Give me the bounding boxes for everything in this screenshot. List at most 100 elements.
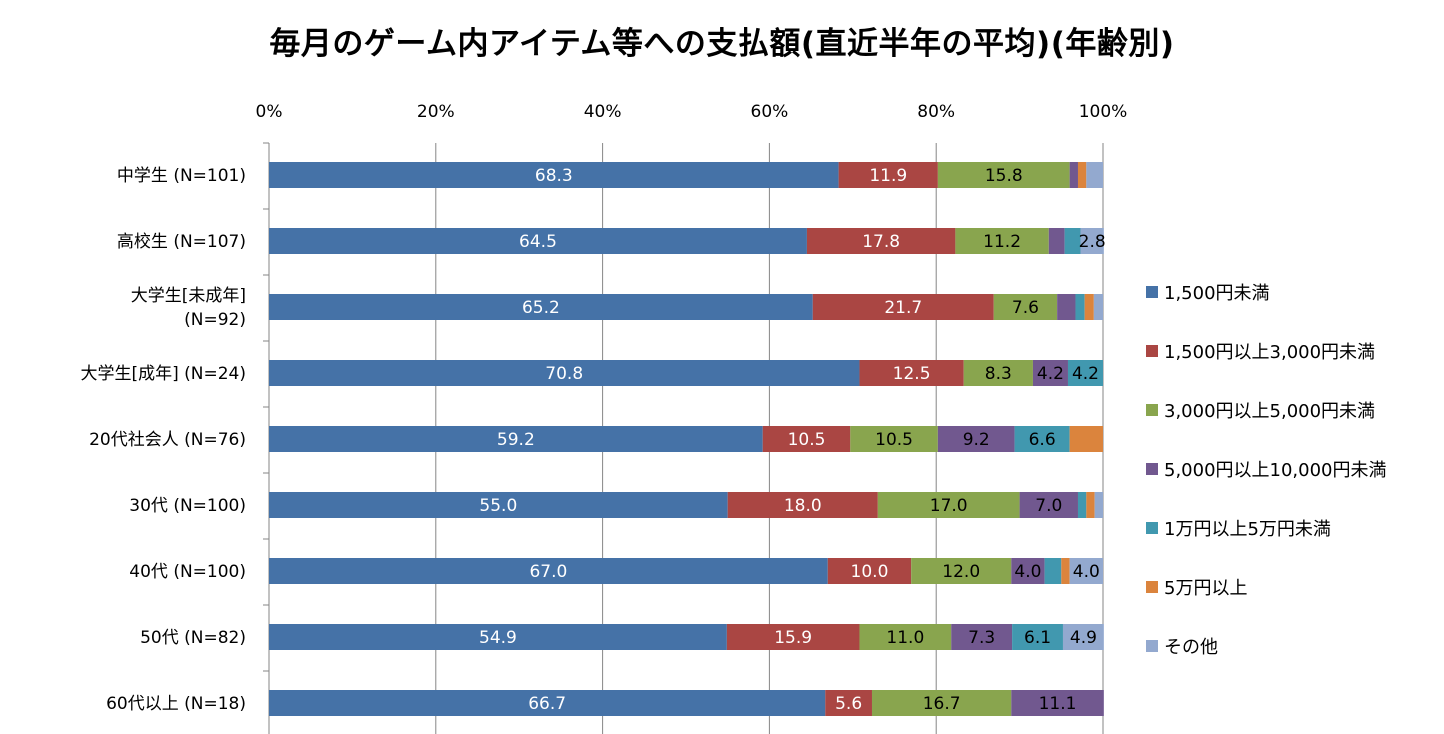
bar-segment: [911, 558, 1012, 584]
bar-segment: [937, 162, 1070, 188]
data-label: 12.5: [893, 364, 931, 384]
data-label: 15.8: [985, 166, 1023, 186]
category-label: 30代 (N=100): [129, 496, 246, 516]
category-label: 高校生 (N=107): [117, 232, 246, 252]
data-label: 15.9: [774, 628, 812, 648]
legend-item: その他: [1146, 616, 1387, 675]
bar-segment: [1084, 294, 1094, 320]
x-tick-label: 80%: [917, 102, 955, 122]
bar-segment: [762, 426, 851, 452]
bars: [269, 162, 1104, 716]
bar-segment: [269, 294, 813, 320]
bar-segment: [1044, 558, 1062, 584]
bar-segment: [859, 624, 952, 650]
bar-segment: [1064, 228, 1081, 254]
legend-label: 3,000円以上5,000円未満: [1164, 400, 1376, 422]
bar-segment: [1094, 492, 1103, 518]
x-tick-label: 40%: [584, 102, 622, 122]
data-label: 67.0: [529, 562, 567, 582]
bar-segment: [269, 624, 727, 650]
data-label: 16.7: [923, 694, 961, 714]
bar-segment: [871, 690, 1012, 716]
data-label: 70.8: [545, 364, 583, 384]
bar-segment: [1069, 162, 1078, 188]
data-label: 21.7: [884, 298, 922, 318]
data-label: 6.6: [1029, 430, 1056, 450]
bar-segment: [1061, 558, 1070, 584]
data-label: 12.0: [942, 562, 980, 582]
category-label: 大学生[成年] (N=24): [80, 364, 246, 384]
legend-swatch: [1146, 344, 1158, 357]
bar-segment: [726, 624, 860, 650]
data-label: 18.0: [784, 496, 822, 516]
data-label: 55.0: [479, 496, 517, 516]
bar-segment: [850, 426, 938, 452]
bar-segment: [937, 426, 1015, 452]
bar-segment: [1069, 426, 1103, 452]
data-label: 4.0: [1073, 562, 1100, 582]
bar-segment: [806, 228, 956, 254]
data-label: 2.8: [1079, 232, 1106, 252]
bar-segment: [1012, 624, 1063, 650]
data-label: 8.3: [985, 364, 1012, 384]
bar-segment: [1019, 492, 1078, 518]
x-tick-label: 20%: [417, 102, 455, 122]
bar-segment: [1011, 558, 1045, 584]
legend-label: 1万円以上5万円未満: [1164, 518, 1331, 540]
data-label: 10.5: [788, 430, 826, 450]
data-label: 4.9: [1070, 628, 1097, 648]
data-label: 11.9: [869, 166, 907, 186]
bar-segment: [1077, 162, 1087, 188]
bar-segment: [951, 624, 1013, 650]
data-label: 7.3: [968, 628, 995, 648]
legend-item: 1万円以上5万円未満: [1146, 498, 1387, 557]
data-label: 7.0: [1035, 496, 1062, 516]
legend-label: 5万円以上: [1164, 577, 1248, 599]
bar-segment: [1086, 162, 1103, 188]
bar-segment: [859, 360, 964, 386]
legend: 1,500円未満 1,500円以上3,000円未満 3,000円以上5,000円未満…: [1146, 262, 1387, 675]
legend-item: 5,000円以上10,000円未満: [1146, 439, 1387, 498]
legend-swatch: [1146, 639, 1158, 652]
bar-segment: [1048, 228, 1065, 254]
data-labels: 68.3 11.9 15.8 64.5 17.8 11.2 2.8 65.2 21.7 7.6 70…: [479, 166, 1106, 714]
bar-segment: [727, 492, 878, 518]
bar-segment: [1093, 294, 1103, 320]
bar-segment: [1086, 492, 1095, 518]
x-tick-label: 0%: [256, 102, 283, 122]
bar-segment: [269, 360, 860, 386]
bar-segment: [827, 558, 912, 584]
data-label: 4.2: [1072, 364, 1099, 384]
data-label: 4.0: [1014, 562, 1041, 582]
bar-segment: [1069, 558, 1103, 584]
data-label: 6.1: [1024, 628, 1051, 648]
legend-label: 1,500円未満: [1164, 282, 1270, 304]
chart-title: 毎月のゲーム内アイテム等への支払額(直近半年の平均)(年齢別): [269, 26, 1175, 62]
legend-item: 5万円以上: [1146, 557, 1387, 616]
bar-segment: [1080, 228, 1104, 254]
bar-segment: [269, 690, 826, 716]
category-label: 40代 (N=100): [129, 562, 246, 582]
data-label: 59.2: [497, 430, 535, 450]
bar-segment: [955, 228, 1049, 254]
data-label: 4.2: [1037, 364, 1064, 384]
bar-segment: [1067, 360, 1103, 386]
data-label: 65.2: [522, 298, 560, 318]
legend-item: 1,500円以上3,000円未満: [1146, 321, 1387, 380]
bar-segment: [838, 162, 938, 188]
category-label: 60代以上 (N=18): [106, 694, 246, 714]
category-label: 大学生[未成年]: [131, 286, 246, 306]
bar-segment: [877, 492, 1020, 518]
bar-segment: [1057, 294, 1076, 320]
category-label: 中学生 (N=101): [117, 166, 246, 186]
legend-item: 1,500円未満: [1146, 262, 1387, 321]
data-label: 54.9: [479, 628, 517, 648]
data-label: 9.2: [963, 430, 990, 450]
data-label: 68.3: [535, 166, 573, 186]
data-label: 5.6: [835, 694, 862, 714]
bar-segment: [1075, 294, 1085, 320]
x-tick-label: 60%: [751, 102, 789, 122]
data-label: 10.5: [875, 430, 913, 450]
data-label: 10.0: [851, 562, 889, 582]
